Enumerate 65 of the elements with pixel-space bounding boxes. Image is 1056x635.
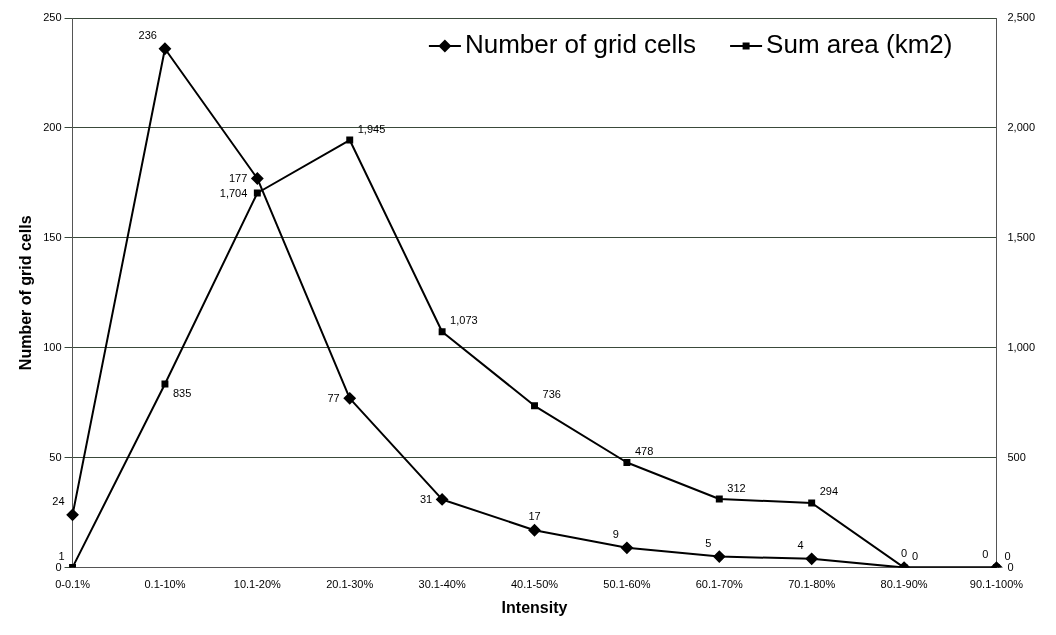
data-label: 31 — [419, 492, 433, 505]
legend-label: Sum area (km2) — [766, 29, 953, 60]
y2-tick-label: 1,500 — [1007, 230, 1035, 243]
y-tick-label: 0 — [55, 560, 62, 573]
point — [158, 42, 171, 55]
data-label: 4 — [797, 539, 804, 552]
point — [346, 136, 354, 144]
data-label: 1 — [58, 549, 65, 562]
point — [713, 550, 726, 563]
data-label: 0 — [901, 547, 908, 560]
data-label: 835 — [172, 386, 192, 399]
y2-tick-label: 1,000 — [1007, 340, 1035, 353]
data-label: 1,704 — [219, 186, 248, 199]
data-label: 9 — [612, 528, 619, 541]
data-label: 294 — [819, 485, 839, 498]
x-tick-label: 80.1-90% — [880, 578, 928, 591]
y2-tick-label: 0 — [1007, 560, 1014, 573]
data-label: 177 — [228, 172, 248, 185]
y-tick-label: 100 — [43, 340, 62, 353]
y-tick-label: 150 — [43, 230, 62, 243]
data-label: 0 — [982, 548, 989, 561]
point — [438, 328, 446, 336]
x-tick-label: 20.1-30% — [326, 578, 374, 591]
y-axis-title: Number of grid cells — [17, 215, 35, 371]
legend-label: Number of grid cells — [464, 29, 697, 60]
point — [531, 402, 538, 410]
x-axis-title: Intensity — [501, 598, 568, 616]
point — [620, 541, 633, 554]
y2-tick-label: 500 — [1007, 450, 1026, 463]
y-tick-label: 200 — [43, 120, 62, 133]
x-tick-label: 50.1-60% — [603, 578, 651, 591]
point — [528, 524, 541, 537]
point — [805, 552, 818, 565]
x-tick-label: 30.1-40% — [418, 578, 466, 591]
x-tick-label: 90.1-100% — [969, 578, 1024, 591]
data-label: 478 — [634, 445, 654, 458]
point — [715, 495, 723, 503]
x-tick-label: 0-0.1% — [55, 578, 91, 591]
data-label: 736 — [542, 388, 561, 401]
data-label: 236 — [138, 29, 157, 42]
data-label: 24 — [52, 495, 65, 508]
data-label: 77 — [327, 391, 340, 404]
point — [343, 392, 356, 405]
data-label: 0 — [912, 550, 919, 563]
y-tick-label: 250 — [43, 11, 62, 24]
point — [623, 459, 631, 466]
data-label: 1,073 — [450, 314, 478, 327]
data-label: 0 — [1004, 550, 1011, 563]
x-tick-label: 0.1-10% — [144, 578, 186, 591]
point — [436, 493, 449, 506]
point — [161, 380, 169, 388]
x-tick-label: 10.1-20% — [233, 578, 282, 591]
x-tick-label: 60.1-70% — [695, 578, 744, 591]
point — [808, 499, 816, 507]
point — [66, 508, 79, 521]
point — [253, 189, 261, 197]
y2-tick-label: 2,000 — [1007, 120, 1035, 133]
y-tick-label: 50 — [49, 450, 62, 463]
data-label: 5 — [705, 537, 712, 550]
data-label: 17 — [528, 509, 541, 522]
x-tick-label: 70.1-80% — [788, 578, 836, 591]
y2-tick-label: 2,500 — [1007, 11, 1035, 24]
x-tick-label: 40.1-50% — [510, 578, 559, 591]
data-label: 312 — [727, 481, 746, 494]
point — [251, 172, 264, 185]
